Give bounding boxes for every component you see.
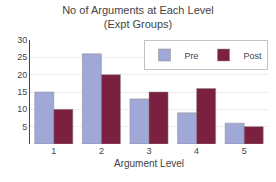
svg-text:5: 5 (242, 146, 247, 156)
svg-text:1: 1 (51, 146, 56, 156)
svg-text:5: 5 (22, 122, 27, 132)
svg-text:10: 10 (17, 104, 27, 114)
svg-text:Post: Post (244, 51, 263, 61)
svg-text:30: 30 (17, 35, 27, 45)
svg-text:Pre: Pre (185, 51, 199, 61)
svg-text:25: 25 (17, 52, 27, 62)
svg-text:No of Arguments at Each Level(: No of Arguments at Each Level(Expt Group… (62, 4, 214, 30)
svg-text:4: 4 (194, 146, 199, 156)
svg-text:2: 2 (99, 146, 104, 156)
svg-text:3: 3 (146, 146, 151, 156)
svg-text:Argument Level: Argument Level (114, 158, 184, 169)
svg-text:15: 15 (17, 87, 27, 97)
svg-text:20: 20 (17, 70, 27, 80)
